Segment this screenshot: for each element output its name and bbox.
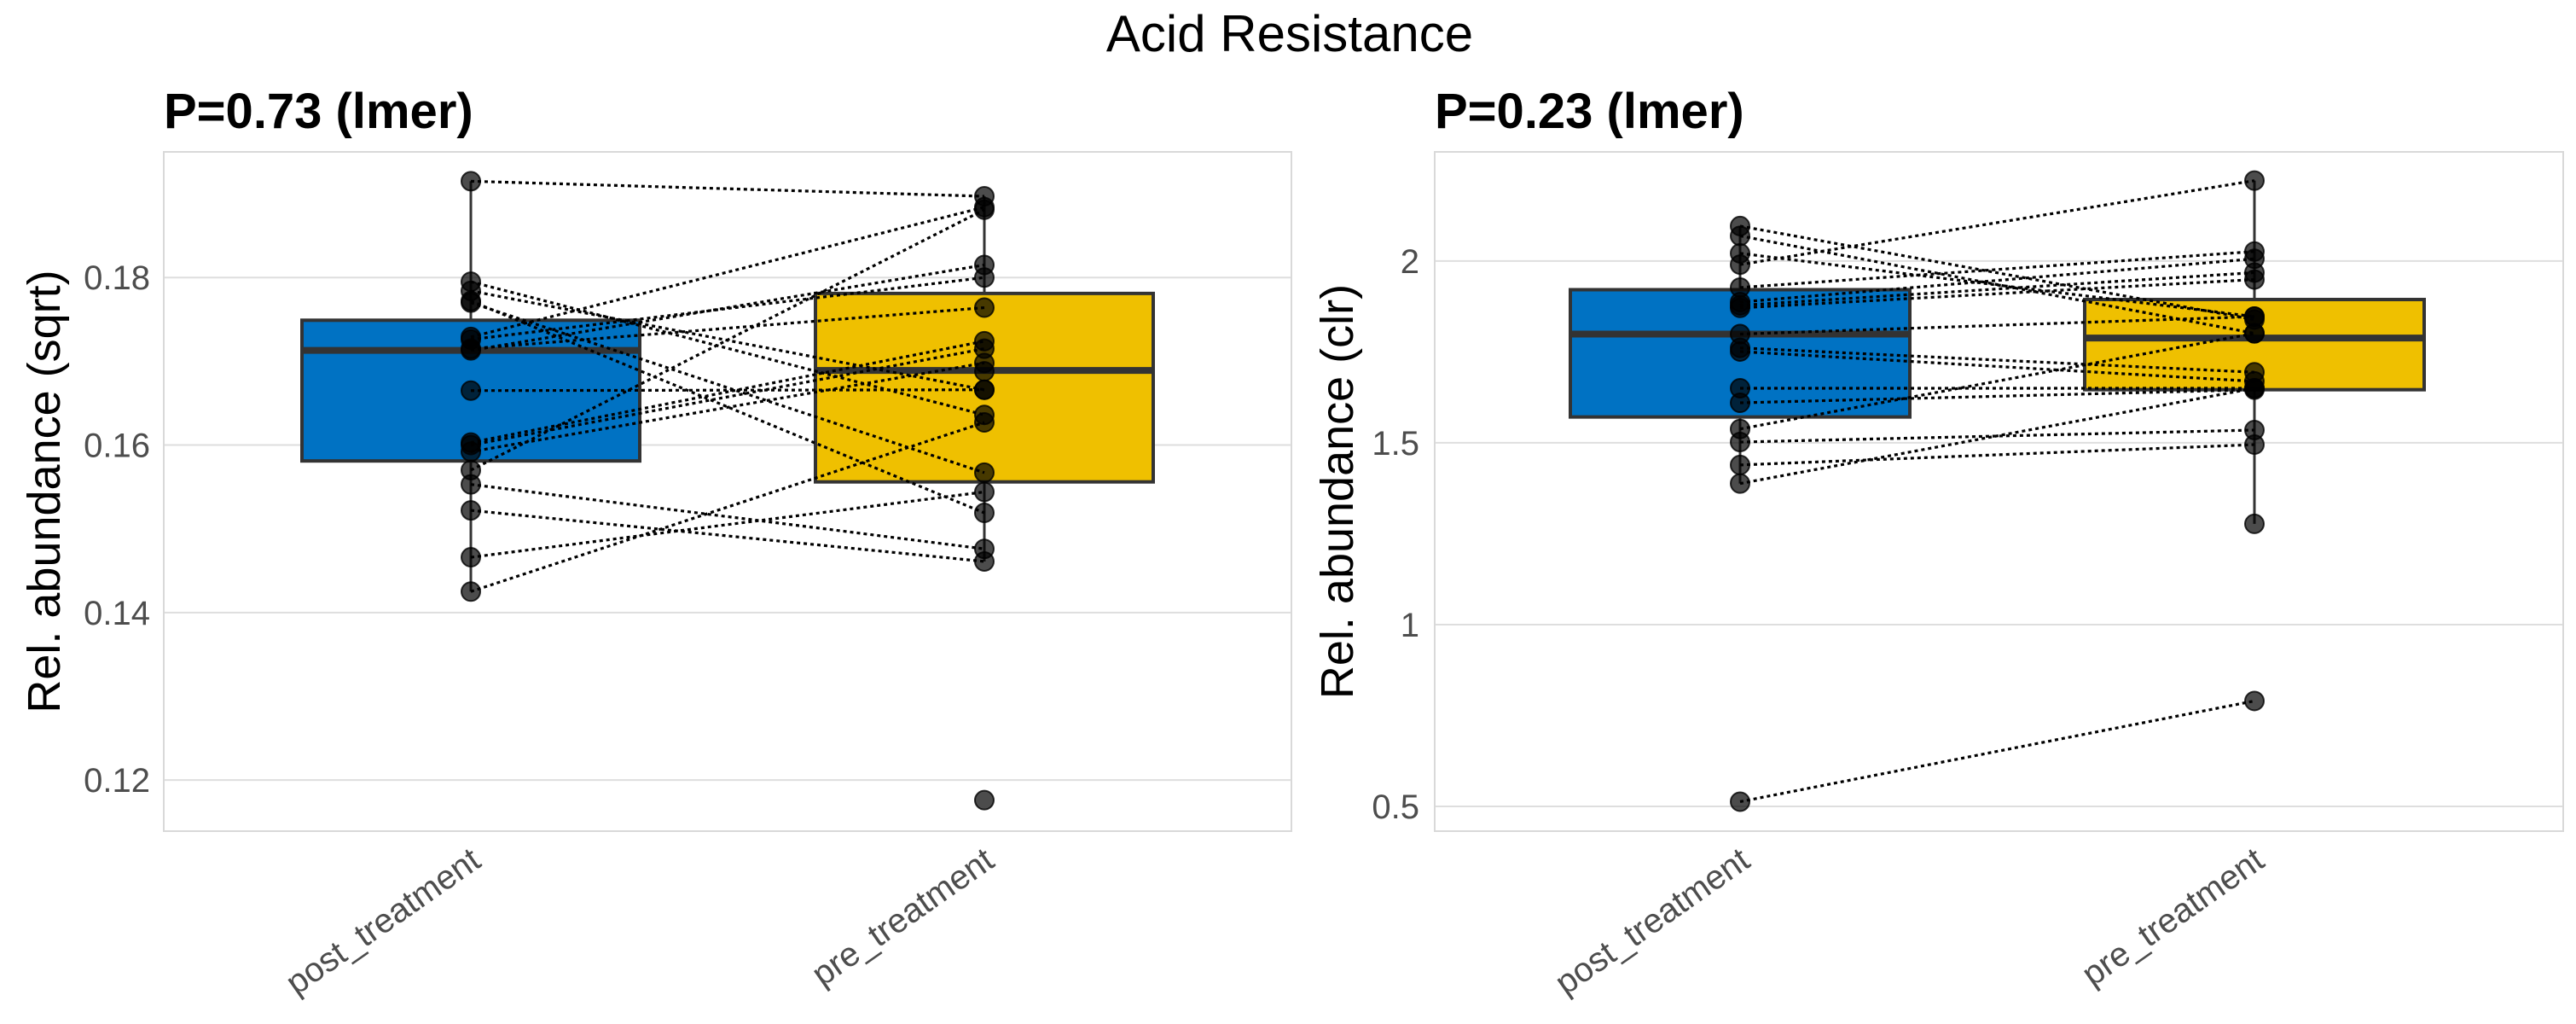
data-point-pre [2244,323,2265,344]
pair-line [1739,179,2255,266]
y-ticks-sqrt: 0.12 0.14 0.16 0.18 [84,259,150,800]
data-point-post [1730,393,1750,414]
y-ticks-clr: 0.5 1 1.5 2 [1372,243,1419,826]
data-point-post [1730,297,1750,318]
pair-lines-clr [1739,179,2255,804]
points-sqrt [461,171,995,811]
pair-line [1739,332,2255,431]
data-point-pre [974,379,995,400]
data-point-post [461,441,481,463]
data-point-pre [974,481,995,503]
pair-line [470,347,985,447]
gridlines-clr [1435,259,2563,808]
data-point-post [461,547,481,568]
data-point-unpaired [2244,513,2265,534]
pair-line [1739,699,2255,804]
data-point-post [461,474,481,495]
pair-line [470,361,985,453]
data-point-pre [974,297,995,318]
data-point-pre [2244,434,2265,456]
pair-line [1739,234,2255,335]
data-point-post [461,340,481,361]
data-point-post [461,171,481,192]
data-point-post [1730,225,1750,247]
pair-line [1739,257,2255,304]
pair-line [470,340,985,445]
data-point-post [1730,454,1750,475]
data-point-pre [2244,377,2265,399]
panel-border-clr [1434,151,2564,832]
data-point-post [461,292,481,313]
pair-line [470,483,985,550]
y-axis-label-clr: Rel. abundance (clr) [1312,284,1363,699]
y-tick-label: 1 [1401,607,1419,644]
data-point-post [461,380,481,401]
y-tick-label: 2 [1401,243,1419,281]
pair-line [470,301,985,474]
pair-line [470,490,985,559]
y-tick-label: 0.14 [84,595,150,632]
data-point-pre [974,550,995,572]
data-point-post [1730,254,1750,276]
panel-title-clr: P=0.23 (lmer) [1435,84,1744,139]
data-point-post [1730,791,1750,812]
panel-border-sqrt [163,151,1292,832]
data-point-post [1730,340,1750,362]
y-tick-label: 0.5 [1372,788,1419,826]
pair-line [1739,224,2255,322]
points-clr [1730,170,2265,812]
panel-title-sqrt: P=0.73 (lmer) [164,84,473,139]
data-point-pre [2244,690,2265,712]
data-point-pre [974,412,995,433]
data-point-post [461,581,481,602]
data-point-unpaired [974,361,995,382]
pair-line [470,421,985,593]
pair-lines-sqrt [470,179,985,593]
data-point-pre [2244,170,2265,191]
data-point-post [1730,473,1750,494]
main-title: Acid Resistance [1106,5,1473,62]
y-tick-label: 0.16 [84,428,150,465]
y-tick-label: 0.12 [84,762,150,800]
data-point-pre [974,199,995,220]
data-point-post [1730,432,1750,453]
data-point-pre [2244,269,2265,290]
pair-line [1739,387,2255,486]
data-point-pre [974,503,995,524]
data-point-post [461,500,481,521]
data-point-pre [974,254,995,276]
y-tick-label: 0.18 [84,259,150,297]
data-point-pre [974,462,995,483]
pair-line [470,263,985,352]
y-tick-label: 1.5 [1372,425,1419,463]
y-axis-label-sqrt: Rel. abundance (sqrt) [19,270,70,713]
pair-line [470,276,985,341]
data-point-unpaired [974,789,995,811]
pair-line [1739,252,2255,318]
pair-line [470,509,985,563]
pair-line [470,208,985,472]
